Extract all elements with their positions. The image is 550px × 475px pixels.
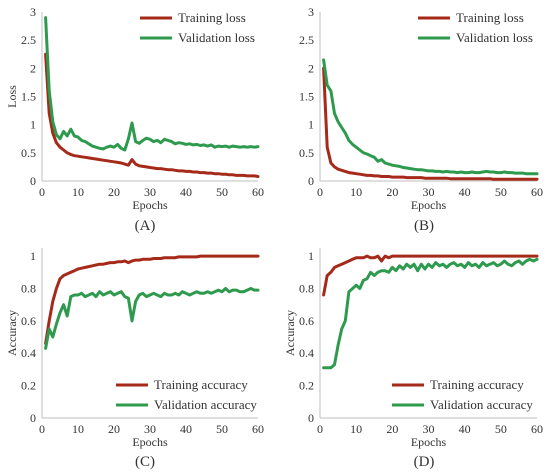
y-tick-label: 0	[30, 411, 36, 425]
legend-label: Validation accuracy	[430, 397, 533, 412]
series-line-validation	[44, 287, 260, 350]
x-tick-label: 40	[459, 422, 471, 436]
x-tick-label: 40	[180, 185, 192, 199]
x-tick-label: 30	[144, 422, 156, 436]
series-line-validation	[322, 257, 539, 370]
x-axis-title: Epochs	[132, 198, 168, 212]
x-tick-label: 50	[495, 422, 507, 436]
y-tick-label: 1	[30, 118, 36, 132]
x-tick-label: 10	[72, 422, 84, 436]
panel-2: 00.20.40.60.810 10 20 30 40 50 60EpochsAccurac…	[5, 248, 264, 470]
y-tick-label: 2	[30, 61, 36, 75]
x-tick-label: 30	[423, 422, 435, 436]
x-tick-label: 20	[386, 422, 398, 436]
series-line-validation	[322, 58, 539, 176]
series-line-training	[322, 66, 539, 181]
y-tick-label: 0	[30, 174, 36, 188]
series-line-training	[44, 52, 260, 178]
x-axis-title: Epochs	[411, 435, 447, 449]
y-tick-label: 0.5	[21, 146, 36, 160]
x-tick-label: 0	[317, 422, 323, 436]
x-tick-label: 20	[386, 185, 398, 199]
y-tick-label: 0.4	[299, 346, 314, 360]
y-tick-label: 0	[308, 174, 314, 188]
y-tick-label: 1	[308, 118, 314, 132]
series-line-validation	[44, 16, 260, 152]
x-tick-label: 0	[39, 422, 45, 436]
y-tick-label: 0.8	[21, 281, 36, 295]
legend-label: Validation loss	[178, 30, 255, 45]
y-tick-label: 0.5	[299, 146, 314, 160]
x-tick-label: 10	[72, 185, 84, 199]
legend-label: Training loss	[456, 10, 524, 25]
panel-0: 00.511.522.530 10 20 30 40 50 60EpochsLossTrai…	[5, 5, 264, 234]
x-tick-label: 10	[350, 422, 362, 436]
panel-label: (A)	[135, 218, 156, 234]
x-tick-label: 40	[180, 422, 192, 436]
x-axis-title: Epochs	[132, 435, 168, 449]
panel-1: 00.511.522.530 10 20 30 40 50 60EpochsTraining…	[299, 5, 543, 234]
panel-3: 00.20.40.60.810 10 20 30 40 50 60EpochsAccurac…	[283, 248, 543, 470]
series-line-training	[322, 254, 539, 297]
y-tick-label: 0.2	[299, 379, 314, 393]
x-tick-label: 50	[216, 422, 228, 436]
panel-label: (C)	[135, 454, 155, 470]
series-line-training	[44, 254, 260, 345]
x-tick-label: 10	[350, 185, 362, 199]
y-tick-label: 0.2	[21, 379, 36, 393]
y-tick-label: 1	[308, 249, 314, 263]
y-tick-label: 2.5	[21, 33, 36, 47]
y-axis-title: Loss	[5, 85, 19, 108]
y-tick-label: 3	[30, 5, 36, 19]
y-tick-label: 0.8	[299, 281, 314, 295]
y-tick-label: 2	[308, 61, 314, 75]
x-tick-label: 60	[531, 185, 543, 199]
x-tick-label: 40	[459, 185, 471, 199]
x-tick-label: 0	[317, 185, 323, 199]
x-axis-title: Epochs	[411, 198, 447, 212]
legend-label: Training accuracy	[154, 377, 248, 392]
x-tick-label: 50	[495, 185, 507, 199]
legend-label: Validation loss	[456, 30, 533, 45]
panel-label: (B)	[414, 218, 434, 234]
y-tick-label: 0.4	[21, 346, 36, 360]
x-tick-label: 60	[252, 185, 264, 199]
y-tick-label: 1.5	[299, 90, 314, 104]
panel-label: (D)	[414, 454, 435, 470]
y-tick-label: 1.5	[21, 90, 36, 104]
y-tick-label: 0.6	[21, 314, 36, 328]
x-tick-label: 20	[108, 422, 120, 436]
legend-label: Training accuracy	[430, 377, 524, 392]
y-tick-label: 3	[308, 5, 314, 19]
y-axis-title: Accuracy	[283, 310, 297, 356]
x-tick-label: 60	[252, 422, 264, 436]
x-tick-label: 0	[39, 185, 45, 199]
y-tick-label: 0.6	[299, 314, 314, 328]
y-tick-label: 2.5	[299, 33, 314, 47]
x-tick-label: 30	[423, 185, 435, 199]
y-axis-title: Accuracy	[5, 310, 19, 356]
x-tick-label: 50	[216, 185, 228, 199]
x-tick-label: 20	[108, 185, 120, 199]
y-tick-label: 1	[30, 249, 36, 263]
legend-label: Validation accuracy	[154, 397, 257, 412]
x-tick-label: 30	[144, 185, 156, 199]
y-tick-label: 0	[308, 411, 314, 425]
x-tick-label: 60	[531, 422, 543, 436]
legend-label: Training loss	[178, 10, 246, 25]
